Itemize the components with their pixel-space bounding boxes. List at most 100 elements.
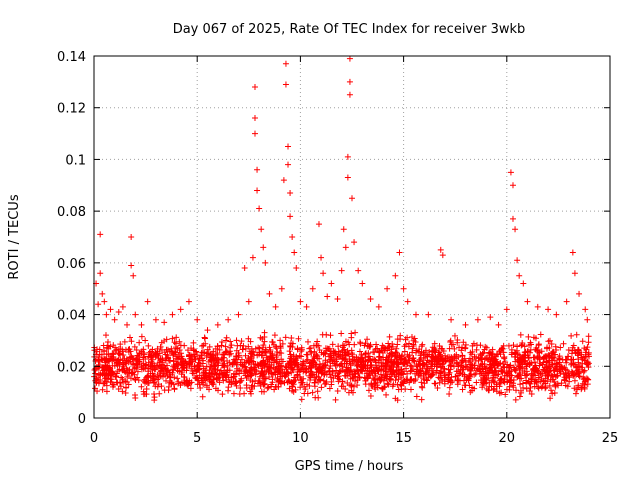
data-point xyxy=(315,221,322,228)
data-point xyxy=(152,383,159,390)
x-tick-labels: 0 5 10 15 20 25 xyxy=(90,431,618,446)
data-point xyxy=(519,339,526,346)
data-point xyxy=(389,343,396,350)
data-point xyxy=(571,385,578,392)
data-point xyxy=(519,361,526,368)
data-point xyxy=(283,364,290,371)
data-point xyxy=(449,358,456,365)
data-point xyxy=(342,244,349,251)
data-point xyxy=(425,311,432,318)
data-point xyxy=(433,363,440,370)
data-point xyxy=(122,389,129,396)
data-point xyxy=(154,376,161,383)
data-point xyxy=(174,345,181,352)
data-point xyxy=(362,377,369,384)
data-point xyxy=(569,347,576,354)
data-point xyxy=(217,367,224,374)
data-point xyxy=(454,368,461,375)
data-point xyxy=(394,341,401,348)
data-point xyxy=(384,285,391,292)
data-point xyxy=(489,360,496,367)
data-point xyxy=(395,363,402,370)
data-point xyxy=(100,363,107,370)
data-point xyxy=(355,267,362,274)
data-point xyxy=(502,359,509,366)
data-point xyxy=(396,249,403,256)
data-point xyxy=(99,386,106,393)
data-point xyxy=(241,265,248,272)
data-point xyxy=(284,379,291,386)
data-point xyxy=(101,380,108,387)
data-point xyxy=(241,370,248,377)
data-point xyxy=(266,374,273,381)
data-point xyxy=(152,316,159,323)
data-point xyxy=(109,356,116,363)
data-point xyxy=(116,350,123,357)
data-point xyxy=(230,390,237,397)
data-point xyxy=(243,384,250,391)
data-point xyxy=(512,396,519,403)
data-point xyxy=(344,174,351,181)
data-point xyxy=(190,347,197,354)
data-point xyxy=(424,377,431,384)
data-point xyxy=(347,381,354,388)
data-point xyxy=(270,357,277,364)
data-point xyxy=(227,344,234,351)
data-point xyxy=(565,347,572,354)
data-point xyxy=(508,372,515,379)
data-point xyxy=(318,384,325,391)
data-point xyxy=(151,394,158,401)
data-point xyxy=(418,379,425,386)
data-point xyxy=(404,377,411,384)
data-point xyxy=(298,353,305,360)
data-point xyxy=(518,375,525,382)
data-point xyxy=(282,60,289,67)
data-point xyxy=(487,350,494,357)
data-point xyxy=(573,364,580,371)
data-point xyxy=(394,361,401,368)
data-point xyxy=(346,55,353,62)
data-point xyxy=(162,351,169,358)
data-point xyxy=(385,340,392,347)
data-point xyxy=(439,361,446,368)
data-point xyxy=(236,391,243,398)
data-point xyxy=(581,382,588,389)
data-point xyxy=(550,376,557,383)
data-point xyxy=(404,370,411,377)
data-point xyxy=(315,394,322,401)
data-point xyxy=(161,319,168,326)
data-point xyxy=(358,352,365,359)
data-point xyxy=(206,343,213,350)
data-point xyxy=(303,365,310,372)
data-point xyxy=(435,352,442,359)
data-point xyxy=(274,348,281,355)
data-point xyxy=(232,353,239,360)
data-point xyxy=(173,334,180,341)
data-point xyxy=(282,81,289,88)
data-point xyxy=(335,348,342,355)
data-point xyxy=(555,355,562,362)
data-point xyxy=(431,355,438,362)
data-point xyxy=(411,370,418,377)
data-point xyxy=(367,341,374,348)
data-point xyxy=(119,351,126,358)
data-point xyxy=(102,332,109,339)
data-point xyxy=(150,379,157,386)
data-point xyxy=(512,226,519,233)
data-point xyxy=(568,332,575,339)
data-point xyxy=(364,343,371,350)
data-point xyxy=(582,353,589,360)
data-point xyxy=(545,338,552,345)
data-point xyxy=(311,379,318,386)
data-point xyxy=(388,363,395,370)
data-point xyxy=(300,362,307,369)
data-point xyxy=(408,334,415,340)
data-point xyxy=(128,262,135,269)
data-point xyxy=(341,342,348,349)
data-point xyxy=(482,365,489,372)
data-point xyxy=(109,370,116,377)
data-point xyxy=(317,376,324,383)
data-point xyxy=(498,368,505,375)
data-point xyxy=(424,353,431,360)
x-axis-label: GPS time / hours xyxy=(295,459,404,474)
